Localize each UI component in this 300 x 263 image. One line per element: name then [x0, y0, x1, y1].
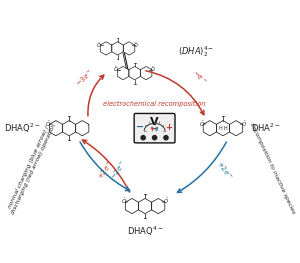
Text: DHAQ$^{4-}$: DHAQ$^{4-}$	[127, 225, 163, 239]
Text: +: +	[165, 123, 172, 132]
Text: DHAQ$^{2-}$: DHAQ$^{2-}$	[4, 122, 41, 135]
Text: $\bar{O}$: $\bar{O}$	[241, 119, 247, 129]
Circle shape	[141, 136, 145, 140]
Text: −: −	[136, 122, 144, 132]
Text: $\bar{O}$: $\bar{O}$	[133, 41, 139, 49]
Text: $\bar{O}$: $\bar{O}$	[96, 41, 102, 49]
Text: $\bar{O}$: $\bar{O}$	[164, 197, 169, 206]
Text: $(DHA)_2^{4-}$: $(DHA)_2^{4-}$	[178, 44, 214, 59]
FancyBboxPatch shape	[134, 113, 175, 143]
Text: $\bar{O}$: $\bar{O}$	[45, 119, 51, 129]
Text: electrochemical recomposition: electrochemical recomposition	[103, 101, 206, 108]
Text: $\bar{O}$: $\bar{O}$	[113, 65, 119, 74]
Text: $+2e^-$: $+2e^-$	[215, 159, 235, 181]
Text: $\bar{O}$: $\bar{O}$	[199, 119, 205, 129]
Text: $\bar{O}$: $\bar{O}$	[150, 65, 156, 74]
Text: V: V	[150, 117, 159, 127]
Circle shape	[152, 136, 157, 140]
Text: DHA$^{2-}$: DHA$^{2-}$	[251, 122, 281, 134]
Text: decomposition to inactive species: decomposition to inactive species	[249, 122, 296, 214]
Text: H: H	[224, 126, 228, 131]
Text: H: H	[218, 126, 222, 131]
Text: $-e^-$: $-e^-$	[190, 69, 208, 87]
Circle shape	[164, 136, 168, 140]
Text: $-2e^-$: $-2e^-$	[109, 159, 129, 181]
Text: $+2e^-$: $+2e^-$	[96, 159, 116, 181]
Text: $-3e^-$: $-3e^-$	[74, 67, 96, 88]
Text: $\bar{O}$: $\bar{O}$	[121, 197, 127, 206]
Text: normal charging (blue arrow) /
discharging (red arrow) operation: normal charging (blue arrow) / dischargi…	[5, 121, 57, 215]
